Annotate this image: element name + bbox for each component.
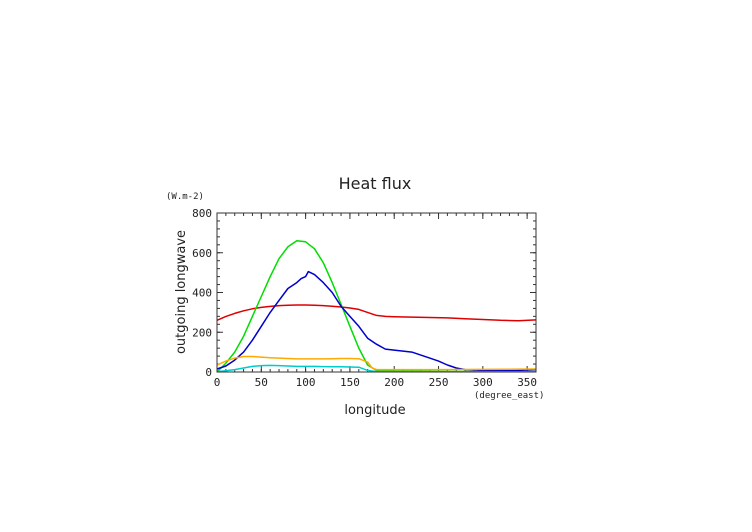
series-lines (216, 240, 537, 373)
y-tick-label: 400 (192, 287, 212, 300)
x-tick-label: 150 (340, 376, 360, 389)
plot-frame (216, 212, 537, 373)
y-axis-label: outgoing longwave (174, 230, 189, 354)
x-tick-label: 200 (384, 376, 404, 389)
y-axis-unit: (W.m-2) (166, 192, 204, 202)
series-line-1 (216, 304, 537, 322)
y-tick-label: 600 (192, 247, 212, 260)
x-axis-label: longitude (344, 403, 405, 418)
x-tick-label: 300 (473, 376, 493, 389)
chart-title: Heat flux (339, 174, 412, 193)
axis-ticks: 0 50 100 150 200 250 300 350 0 200 400 600 800 (192, 207, 537, 389)
x-tick-label: 250 (429, 376, 449, 389)
x-tick-label: 350 (517, 376, 537, 389)
y-tick-label: 0 (205, 366, 212, 379)
y-tick-label: 200 (192, 326, 212, 339)
x-tick-label: 50 (255, 376, 268, 389)
x-tick-label: 100 (296, 376, 316, 389)
series-line-3 (216, 270, 537, 372)
series-line-4 (216, 355, 537, 371)
y-tick-label: 800 (192, 207, 212, 220)
series-line-2 (216, 240, 536, 373)
x-tick-label: 0 (214, 376, 221, 389)
x-axis-unit: (degree_east) (474, 391, 544, 401)
